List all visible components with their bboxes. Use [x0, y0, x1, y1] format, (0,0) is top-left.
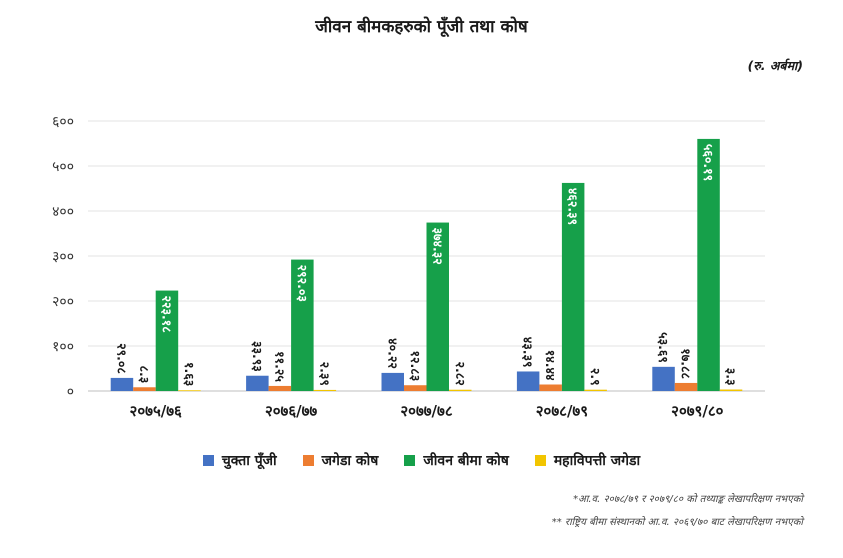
y-tick-label: ४०० — [52, 204, 74, 220]
bar — [674, 382, 698, 391]
bar — [584, 389, 607, 391]
y-tick-label: ० — [67, 384, 74, 400]
bar — [155, 290, 179, 391]
legend-label: चुक्ता पूँजी — [221, 453, 277, 469]
legend-swatch — [404, 455, 416, 466]
y-tick-label: ५०० — [52, 159, 74, 175]
unit-label: (रु. अर्बमा) — [747, 58, 803, 73]
bar — [652, 366, 675, 391]
y-tick-label: २०० — [52, 294, 74, 310]
bar — [133, 387, 156, 391]
x-tick-label: २०७६/७७ — [265, 402, 317, 420]
data-label: १७.८८ — [679, 348, 694, 379]
data-label: २९२.०३ — [295, 265, 310, 302]
legend-swatch — [202, 455, 214, 466]
bar — [561, 182, 585, 391]
bar — [426, 222, 449, 391]
data-label: ११.२५ — [272, 351, 287, 382]
legend-label: जगेडा कोष — [321, 453, 379, 469]
legend-label: जीवन बीमा कोष — [423, 453, 509, 469]
legend-swatch — [534, 455, 546, 466]
data-label: २२३.१८ — [159, 296, 174, 334]
data-label: २.३९ — [317, 362, 332, 386]
bar — [719, 389, 743, 391]
data-label: २९.०८ — [114, 343, 129, 374]
legend-item-catastrophe-reserve: महाविपत्ती जगेडा — [534, 451, 641, 470]
data-label: ५३.६९ — [656, 332, 671, 363]
data-label: २.९ — [588, 368, 603, 386]
bar — [313, 389, 337, 391]
legend: चुक्ता पूँजी जगेडा कोष जीवन बीमा कोष महा… — [0, 451, 843, 470]
data-label: १.६३ — [182, 362, 197, 386]
legend-item-life-insurance-fund: जीवन बीमा कोष — [404, 451, 509, 470]
data-label: ४३.३९ — [521, 337, 536, 368]
x-tick-label: २०७७/७८ — [400, 402, 452, 420]
data-label: १२.८३ — [408, 350, 423, 381]
y-tick-label: ६०० — [52, 114, 74, 130]
bar — [291, 259, 314, 391]
bar — [539, 384, 562, 391]
x-tick-label: २०७९/८० — [671, 402, 723, 420]
data-label: १४.४४ — [543, 350, 558, 381]
bar — [697, 138, 720, 391]
legend-label: महाविपत्ती जगेडा — [553, 453, 641, 469]
data-label: ५६०.१९ — [701, 144, 716, 181]
data-label: ३३.९३ — [250, 341, 265, 372]
bar — [110, 377, 134, 391]
legend-item-reserve-fund: जगेडा कोष — [302, 451, 379, 470]
footnote-audit-status: *आ.व. २०७८/७९ र २०७९/८० को तथ्याङ्क लेखा… — [573, 494, 803, 505]
data-label: ४०.२२ — [385, 338, 400, 369]
bar — [268, 385, 292, 391]
x-tick-label: २०७८/७९ — [536, 402, 588, 420]
legend-item-paid-up-capital: चुक्ता पूँजी — [202, 451, 277, 470]
legend-swatch — [302, 455, 314, 466]
bar — [178, 390, 201, 392]
data-label: ४६२.३९ — [566, 188, 581, 225]
data-label: ३.३ — [724, 368, 739, 386]
y-tick-label: ३०० — [52, 249, 74, 265]
bar — [449, 389, 472, 391]
bar — [516, 371, 540, 391]
data-label: २.८२ — [453, 361, 468, 385]
bar — [246, 375, 269, 391]
data-label: ३७४.३२ — [430, 228, 445, 265]
bar-chart: ० १०० २०० ३०० ४०० ५०० ६०० २९.०८ ८.३ २२३.१८ १.६३ २०७… — [52, 114, 765, 420]
data-label: ८.३ — [137, 366, 152, 384]
chart-title: जीवन बीमकहरुको पूँजी तथा कोष — [315, 17, 528, 37]
y-tick-label: १०० — [52, 339, 74, 355]
bar — [381, 372, 404, 391]
bar — [404, 385, 427, 391]
x-tick-label: २०७५/७६ — [130, 402, 182, 420]
footnote-national-insurance: ** राष्ट्रिय बीमा संस्थानको आ.व. २०६९/७०… — [551, 517, 803, 528]
